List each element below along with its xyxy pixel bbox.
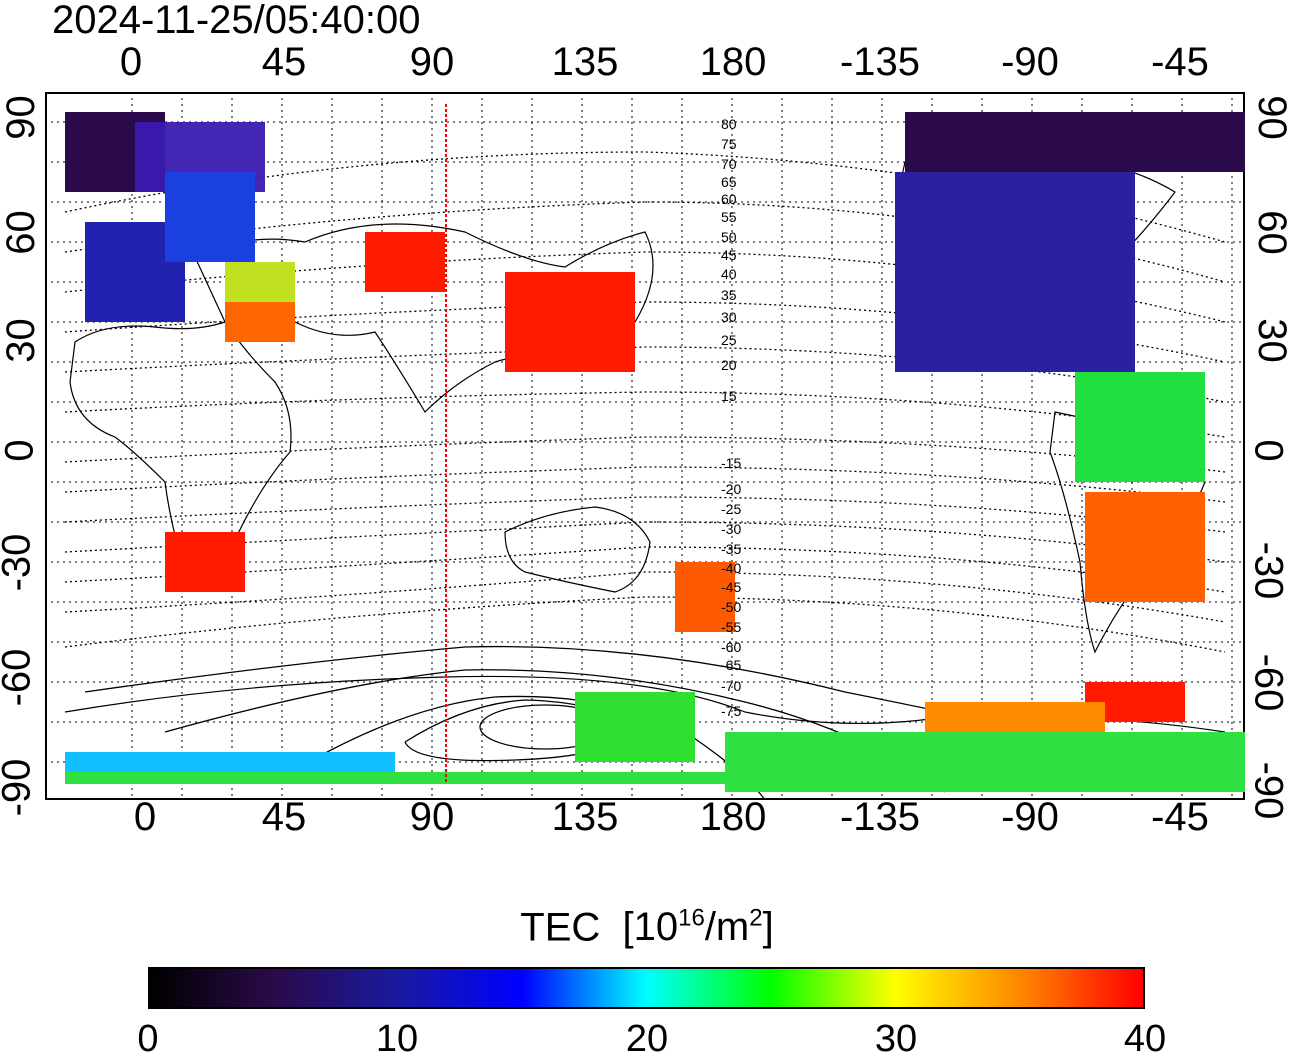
lat-tick: -30 (0, 533, 39, 592)
lon-tick: 0 (133, 795, 157, 839)
contour-label: -25 (721, 501, 741, 517)
contour-label: -30 (721, 521, 741, 537)
contour-label: 25 (721, 332, 737, 348)
contour-label: 15 (721, 388, 737, 404)
colorbar-tick: 10 (375, 1018, 419, 1060)
lon-tick: 45 (261, 40, 307, 84)
timestamp: 2024-11-25/05:40:00 (52, 0, 421, 42)
lat-tick: -60 (0, 648, 39, 707)
contour-label: -35 (721, 541, 741, 557)
lat-tick: 30 (1249, 318, 1294, 363)
contour-label: 70 (721, 156, 737, 172)
lon-tick: -90 (1001, 40, 1059, 84)
contour-label: 45 (721, 247, 737, 263)
tec-map: 80 75 70 65 60 55 50 45 40 35 30 25 20 1… (45, 92, 1245, 800)
lon-tick: 135 (551, 40, 619, 84)
left-latitude-axis: 90 60 30 0 -30 -60 -90 (0, 0, 60, 1057)
bottom-longitude-axis: 0 45 90 135 180 -135 -90 -45 (0, 795, 1294, 845)
contour-label: 80 (721, 116, 737, 132)
lat-tick: -60 (1246, 653, 1291, 712)
colorbar-tick: 30 (874, 1018, 918, 1060)
colorbar-tick: 20 (625, 1018, 669, 1060)
lat-tick: 30 (0, 318, 43, 363)
lat-tick: 0 (0, 439, 42, 462)
unit-exponent-2: 2 (749, 905, 763, 932)
contour-label: 50 (721, 229, 737, 245)
colorbar-tick: 40 (1123, 1018, 1167, 1060)
contour-label: 60 (721, 191, 737, 207)
contour-label: -15 (721, 455, 741, 471)
lon-tick: -45 (1151, 795, 1209, 839)
lat-tick: 0 (1246, 439, 1291, 462)
unit-base: [10 (622, 905, 679, 950)
lat-tick: 90 (0, 95, 43, 140)
lon-tick: -45 (1151, 40, 1209, 84)
contour-label: -75 (721, 703, 741, 719)
right-latitude-axis: 90 60 30 0 -30 -60 -90 (1245, 0, 1294, 1057)
contour-labels: 80 75 70 65 60 55 50 45 40 35 30 25 20 1… (721, 116, 741, 719)
contour-label: -45 (721, 579, 741, 595)
contour-label: -70 (721, 678, 741, 694)
lon-tick: -135 (839, 795, 921, 839)
contour-label: 65 (721, 174, 737, 190)
lon-tick: 90 (409, 40, 455, 84)
colorbar-title: TEC [1016/m2] (0, 905, 1294, 950)
lat-tick: 90 (1249, 95, 1294, 140)
colorbar-unit: [1016/m2] (623, 905, 774, 949)
contour-label: 20 (721, 357, 737, 373)
map-frame (45, 92, 1245, 800)
top-longitude-axis: 0 45 90 135 180 -135 -90 -45 (0, 40, 1294, 90)
unit-close: ] (762, 905, 774, 950)
contour-label: 30 (721, 309, 737, 325)
contour-label: 75 (721, 136, 737, 152)
lon-tick: -90 (1001, 795, 1059, 839)
contour-label: 40 (721, 266, 737, 282)
colorbar (148, 967, 1145, 1009)
contour-label: -60 (721, 639, 741, 655)
contour-label: 35 (721, 287, 737, 303)
unit-middle: /m (704, 905, 750, 950)
lon-tick: 135 (551, 795, 619, 839)
lon-tick: 180 (699, 795, 767, 839)
lon-tick: 180 (699, 40, 767, 84)
lat-tick: 60 (1249, 210, 1294, 255)
contour-label: -55 (721, 619, 741, 635)
lat-tick: 60 (0, 210, 43, 255)
lat-tick: -30 (1246, 541, 1291, 600)
contour-label: -40 (721, 560, 741, 576)
lon-tick: 0 (119, 40, 143, 84)
lon-tick: 45 (261, 795, 307, 839)
lon-tick: -135 (839, 40, 921, 84)
tec-data (65, 112, 1245, 792)
lon-tick: 90 (409, 795, 455, 839)
unit-exponent: 16 (678, 905, 705, 932)
contour-label: -50 (721, 599, 741, 615)
colorbar-label: TEC (520, 905, 601, 950)
colorbar-tick: 0 (137, 1018, 159, 1060)
contour-label: 55 (721, 209, 737, 225)
contour-label: -20 (721, 481, 741, 497)
contour-label: -65 (721, 657, 741, 673)
